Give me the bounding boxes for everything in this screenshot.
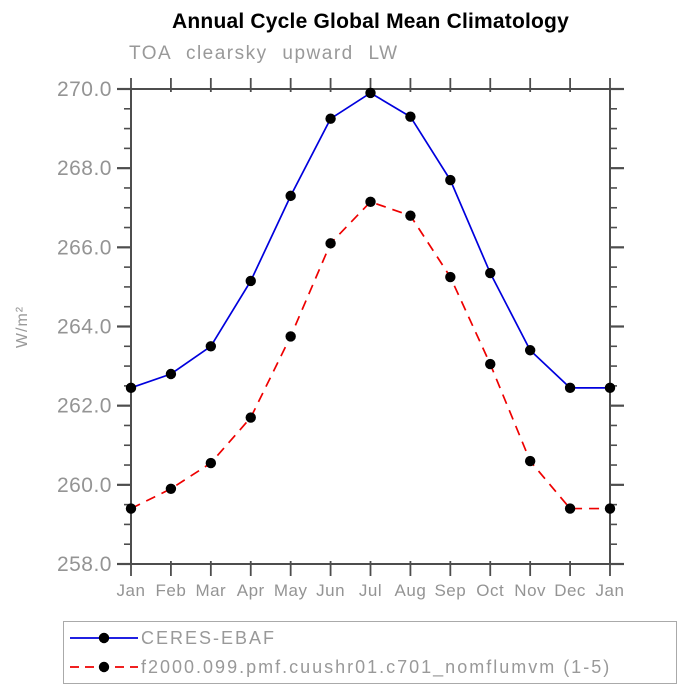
x-tick-label: Jul bbox=[359, 581, 382, 600]
data-point bbox=[564, 503, 576, 514]
series-line-1 bbox=[130, 200, 610, 510]
legend-item-model: f2000.099.pmf.cuushr01.c701_nomflumvm (1… bbox=[64, 654, 676, 680]
chart-subtitle: TOA clearsky upward LW bbox=[129, 43, 399, 64]
data-point bbox=[365, 87, 376, 99]
data-point bbox=[405, 210, 416, 221]
x-tick-label: May bbox=[274, 581, 308, 600]
y-tick-label: 266.0 bbox=[57, 236, 112, 259]
data-point bbox=[245, 412, 256, 423]
data-point bbox=[365, 196, 376, 208]
data-point bbox=[205, 341, 217, 352]
x-tick-label: Nov bbox=[514, 581, 546, 600]
data-point bbox=[604, 503, 616, 514]
axis-frame bbox=[130, 88, 611, 565]
legend-marker bbox=[98, 661, 110, 673]
x-tick-label: Apr bbox=[237, 581, 265, 600]
data-point bbox=[485, 358, 496, 370]
data-point bbox=[405, 111, 416, 122]
data-point bbox=[564, 382, 576, 394]
legend-label: f2000.099.pmf.cuushr01.c701_nomflumvm (1… bbox=[141, 656, 612, 677]
legend-line-sample-solid bbox=[70, 632, 138, 644]
legend-marker bbox=[98, 632, 110, 644]
y-tick-label: 268.0 bbox=[57, 157, 112, 180]
data-point bbox=[125, 382, 137, 394]
data-point bbox=[285, 190, 296, 202]
y-tick-label: 260.0 bbox=[57, 474, 112, 497]
data-point bbox=[445, 271, 456, 283]
chart-title: Annual Cycle Global Mean Climatology bbox=[172, 10, 569, 33]
y-axis-label: W/m² bbox=[14, 305, 32, 349]
data-point bbox=[485, 267, 496, 279]
x-tick-label: Feb bbox=[156, 581, 187, 600]
x-tick-label: Jan bbox=[596, 581, 625, 600]
y-tick-label: 262.0 bbox=[57, 395, 112, 418]
data-point bbox=[325, 113, 336, 124]
y-axis-label-wrap: W/m² bbox=[6, 89, 40, 565]
x-tick-label: Sep bbox=[434, 581, 466, 600]
x-tick-label: Mar bbox=[195, 581, 226, 600]
y-tick-label: 270.0 bbox=[57, 78, 112, 101]
series-line-0 bbox=[130, 91, 610, 389]
x-tick-label: Jan bbox=[117, 581, 146, 600]
data-point bbox=[125, 503, 137, 514]
data-point bbox=[165, 368, 177, 380]
data-point bbox=[325, 238, 336, 249]
data-point bbox=[165, 483, 177, 494]
x-tick-label: Jun bbox=[316, 581, 345, 600]
x-tick-label: Oct bbox=[476, 581, 504, 600]
data-point bbox=[285, 331, 296, 342]
x-tick-label: Aug bbox=[395, 581, 427, 600]
data-point bbox=[205, 457, 217, 469]
data-point bbox=[604, 382, 616, 394]
legend-line-sample-dashed bbox=[70, 661, 138, 673]
legend-label: CERES-EBAF bbox=[141, 627, 277, 648]
y-tick-label: 258.0 bbox=[57, 553, 112, 576]
legend-item-ceres: CERES-EBAF bbox=[64, 625, 676, 651]
data-point bbox=[524, 455, 536, 467]
legend-box: CERES-EBAF f2000.099.pmf.cuushr01.c701_n… bbox=[63, 621, 677, 684]
data-point bbox=[445, 174, 456, 186]
data-point bbox=[245, 275, 256, 287]
data-point bbox=[524, 345, 536, 356]
x-tick-label: Dec bbox=[554, 581, 586, 600]
y-tick-label: 264.0 bbox=[57, 316, 112, 339]
